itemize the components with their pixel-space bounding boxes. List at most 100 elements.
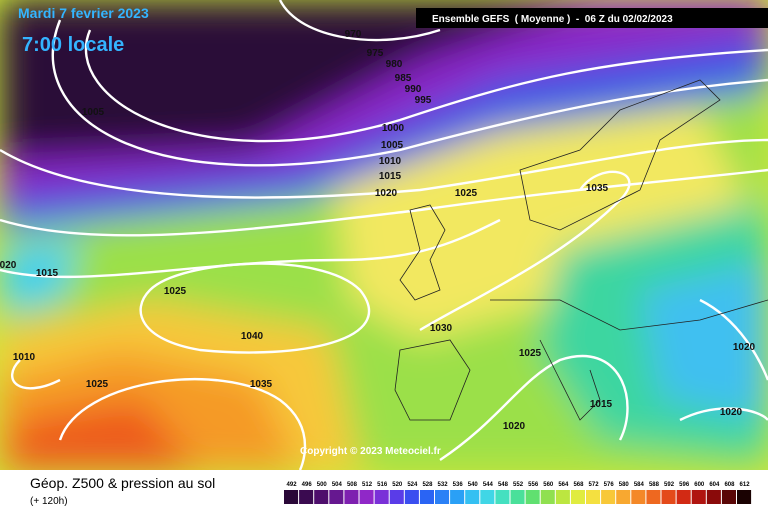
isobar-label: 1005 [82, 107, 105, 118]
isobar-label: 1015 [36, 268, 59, 279]
scale-swatch [555, 490, 570, 504]
isobar-label: 1020 [733, 342, 756, 353]
isobar-label: 970 [345, 29, 362, 40]
scale-swatch [450, 490, 465, 504]
copyright: Copyright © 2023 Meteociel.fr [300, 446, 441, 457]
scale-label: 600 [694, 482, 705, 488]
isobar-label: 980 [386, 59, 403, 70]
scale-label: 588 [649, 482, 660, 488]
scale-label: 500 [317, 482, 328, 488]
isobar-label: 1005 [381, 140, 404, 151]
date-title: Mardi 7 fevrier 2023 [18, 5, 149, 21]
scale-label: 608 [724, 482, 735, 488]
scale-swatch [284, 490, 299, 504]
isobar-label: 1025 [519, 348, 542, 359]
scale-swatch [570, 490, 585, 504]
scale-swatch [465, 490, 480, 504]
scale-swatch [329, 490, 344, 504]
local-time: 7:00 locale [22, 34, 124, 56]
isobar-label: 1015 [379, 171, 402, 182]
isobar-label: 1025 [86, 379, 109, 390]
isobar-label: 1025 [164, 286, 187, 297]
isobar-label: 1010 [379, 156, 402, 167]
scale-swatch [737, 490, 752, 504]
scale-label: 528 [422, 482, 433, 488]
scale-label: 584 [634, 482, 645, 488]
isobar-label: 1020 [720, 407, 743, 418]
scale-label: 560 [543, 482, 554, 488]
scale-swatch [706, 490, 721, 504]
scale-swatch [419, 490, 434, 504]
scale-label: 508 [347, 482, 358, 488]
scale-swatch [404, 490, 419, 504]
isobar-label: 1015 [590, 399, 613, 410]
isobars [0, 0, 768, 470]
scale-label: 540 [468, 482, 479, 488]
isobar-label: 020 [0, 260, 17, 271]
footer-subtitle: (+ 120h) [30, 496, 68, 507]
scale-label: 512 [362, 482, 373, 488]
isobar-label: 1030 [430, 323, 453, 334]
isobar-label: 1040 [241, 331, 264, 342]
scale-label: 592 [664, 482, 675, 488]
scale-label: 544 [483, 482, 494, 488]
scale-label: 568 [573, 482, 584, 488]
scale-swatch [646, 490, 661, 504]
isobar-label: 975 [367, 48, 384, 59]
header-box [416, 8, 768, 28]
scale-label: 572 [589, 482, 600, 488]
scale-swatch [299, 490, 314, 504]
scale-label: 504 [332, 482, 343, 488]
isobar-label: 985 [395, 73, 412, 84]
scale-swatch [601, 490, 616, 504]
scale-label: 612 [740, 482, 751, 488]
scale-swatch [661, 490, 676, 504]
isobar-label: 1010 [13, 352, 36, 363]
scale-swatch [631, 490, 646, 504]
map [0, 0, 768, 470]
footer-title: Géop. Z500 & pression au sol [30, 475, 215, 491]
isobar-label: 1000 [382, 123, 405, 134]
scale-label: 524 [407, 482, 418, 488]
scale-label: 492 [287, 482, 298, 488]
isobar-label: 990 [405, 84, 422, 95]
scale-swatch [691, 490, 706, 504]
scale-swatch [344, 490, 359, 504]
isobar-label: 995 [415, 95, 432, 106]
scale-swatch [389, 490, 404, 504]
scale-label: 496 [302, 482, 313, 488]
scale-swatch [586, 490, 601, 504]
scale-label: 596 [679, 482, 690, 488]
scale-label: 576 [604, 482, 615, 488]
scale-label: 580 [619, 482, 630, 488]
coastlines [394, 79, 768, 421]
scale-label: 556 [528, 482, 539, 488]
model-run: Ensemble GEFS ( Moyenne ) - 06 Z du 02/0… [432, 14, 673, 25]
scale-swatch [510, 490, 525, 504]
scale-label: 552 [513, 482, 524, 488]
scale-swatch [314, 490, 329, 504]
scale-swatch [540, 490, 555, 504]
scale-label: 564 [558, 482, 569, 488]
isobar-label: 1020 [503, 421, 526, 432]
scale-label: 536 [453, 482, 464, 488]
scale-swatch [495, 490, 510, 504]
scale-swatch [359, 490, 374, 504]
isobar-label: 1020 [375, 188, 398, 199]
scale-label: 532 [438, 482, 449, 488]
scale-swatch [676, 490, 691, 504]
scale-label: 548 [498, 482, 509, 488]
scale-label: 520 [392, 482, 403, 488]
color-scale: 492 496 500 504 508 512 516 520 524 528 532 536 540 5… [284, 482, 752, 504]
scale-label: 516 [377, 482, 388, 488]
isobar-label: 1035 [250, 379, 273, 390]
scale-label: 604 [709, 482, 720, 488]
scale-swatch [721, 490, 736, 504]
isobar-label: 1025 [455, 188, 478, 199]
scale-swatch [616, 490, 631, 504]
scale-swatch [374, 490, 389, 504]
scale-swatch [435, 490, 450, 504]
scale-swatch [525, 490, 540, 504]
